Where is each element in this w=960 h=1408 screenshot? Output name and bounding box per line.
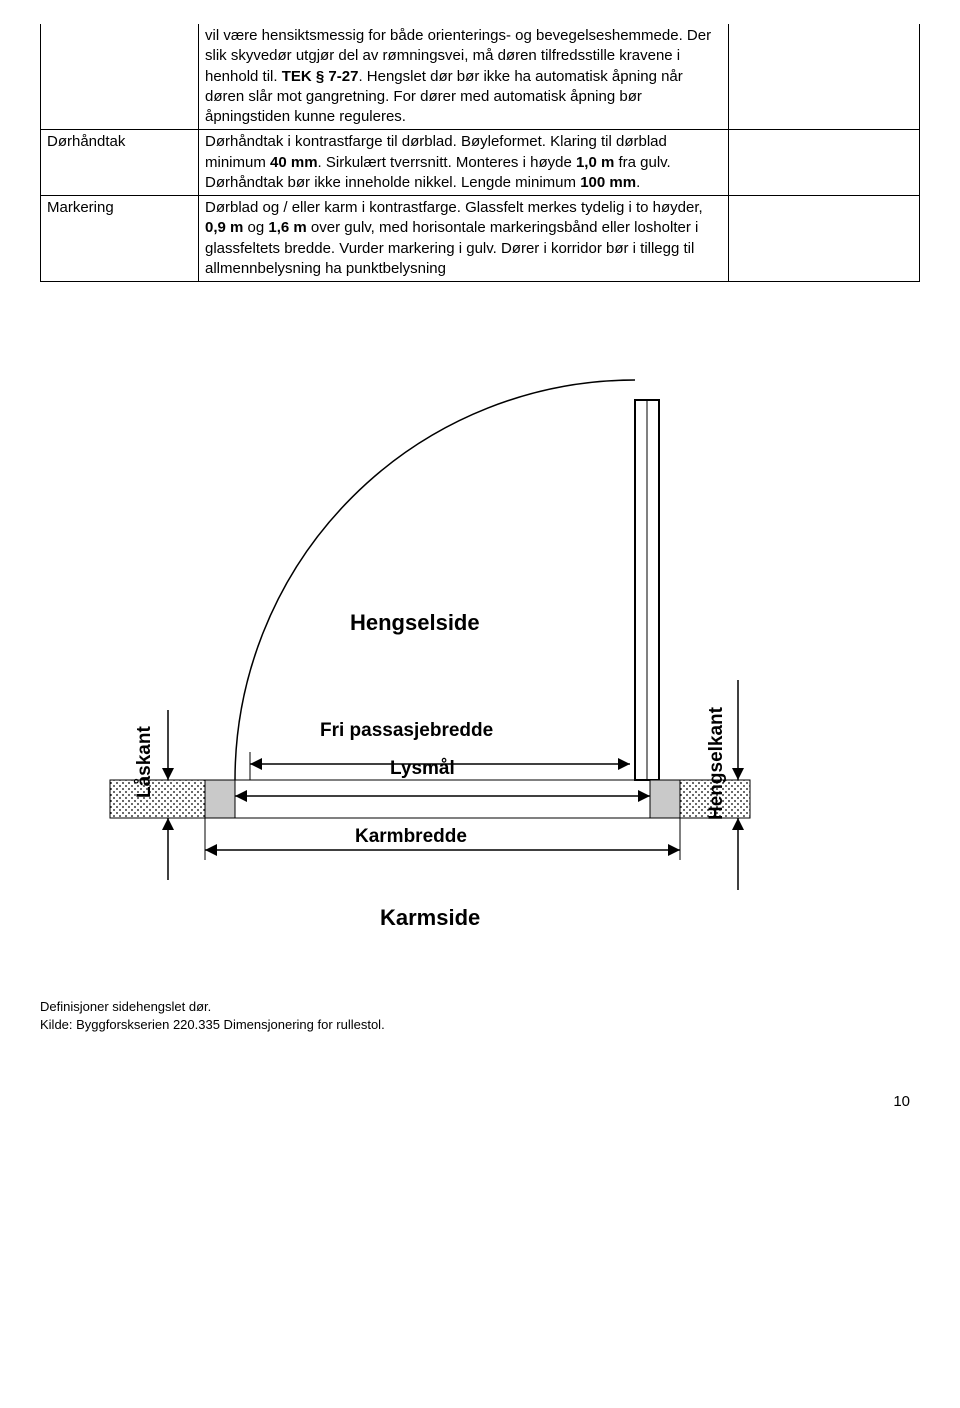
- label-fri-passasje: Fri passasjebredde: [320, 720, 493, 741]
- row-empty: [729, 130, 920, 196]
- label-laskant: Låskant: [134, 726, 155, 798]
- table-row: Markering Dørblad og / eller karm i kont…: [41, 196, 920, 282]
- row-label: Dørhåndtak: [41, 130, 199, 196]
- table-row: Dørhåndtak Dørhåndtak i kontrastfarge ti…: [41, 130, 920, 196]
- label-lysmal: Lysmål: [390, 758, 455, 779]
- label-karmbredde: Karmbredde: [355, 826, 467, 847]
- figure-caption: Definisjoner sidehengslet dør. Kilde: By…: [40, 998, 920, 1033]
- row-empty: [729, 24, 920, 130]
- requirements-table: vil være hensiktsmessig for både oriente…: [40, 24, 920, 282]
- door-diagram: Hengselside Fri passasjebredde Lysmål Ka…: [50, 350, 920, 980]
- row-text: Dørblad og / eller karm i kontrastfarge.…: [199, 196, 729, 282]
- row-empty: [729, 196, 920, 282]
- label-hengselside: Hengselside: [350, 610, 480, 635]
- page-number: 10: [40, 1093, 920, 1110]
- row-label: [41, 24, 199, 130]
- row-label: Markering: [41, 196, 199, 282]
- label-karmside: Karmside: [380, 905, 480, 930]
- row-text: vil være hensiktsmessig for både oriente…: [199, 24, 729, 130]
- table-row: vil være hensiktsmessig for både oriente…: [41, 24, 920, 130]
- row-text: Dørhåndtak i kontrastfarge til dørblad. …: [199, 130, 729, 196]
- label-hengselkant: Hengselkant: [706, 706, 727, 820]
- caption-line: Kilde: Byggforskserien 220.335 Dimensjon…: [40, 1016, 920, 1034]
- caption-line: Definisjoner sidehengslet dør.: [40, 998, 920, 1016]
